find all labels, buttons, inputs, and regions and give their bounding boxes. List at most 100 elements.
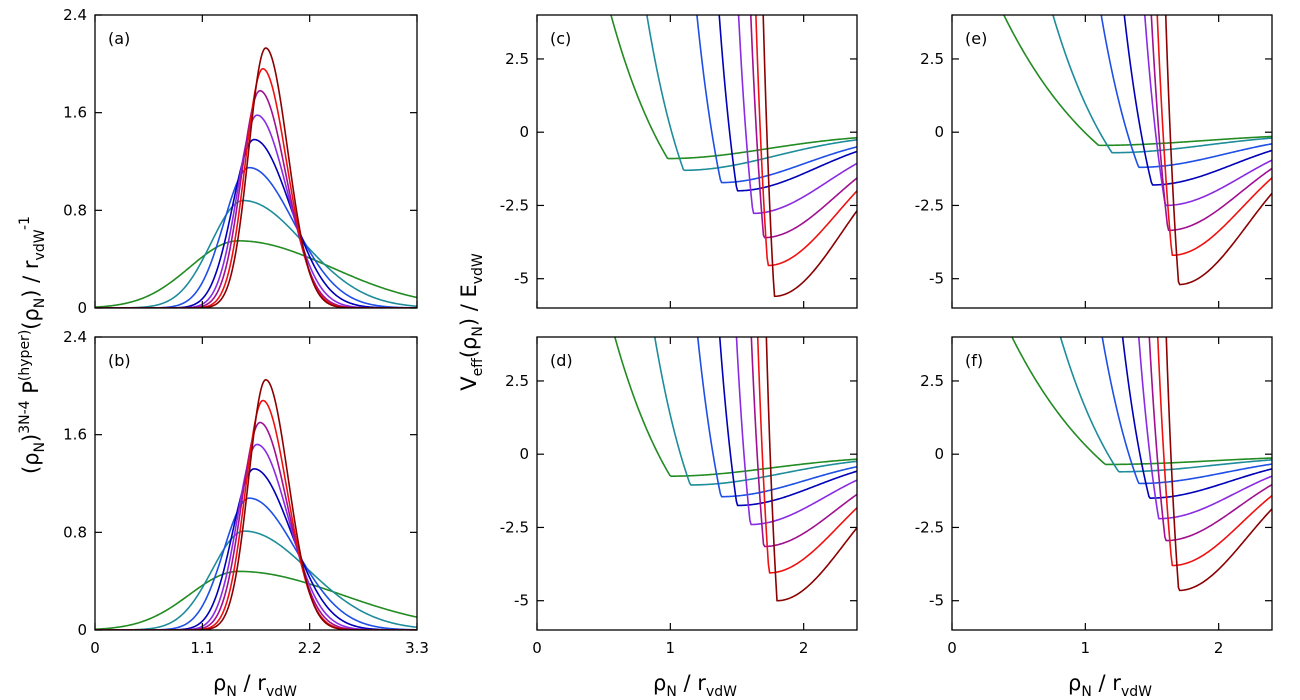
y-tick-label: -5 <box>929 270 944 288</box>
x-tick-label: 1 <box>1081 639 1091 657</box>
series-line <box>749 15 857 239</box>
panel-e: 2.5 0 -2.5 -5 (e) <box>915 14 1273 309</box>
y-tick-label: 2.5 <box>505 50 529 68</box>
series-line <box>95 67 417 308</box>
series-line <box>718 15 857 192</box>
panel-label: (f) <box>965 351 983 370</box>
series-line <box>95 570 417 630</box>
series-line <box>1059 337 1272 473</box>
series-line <box>755 15 857 267</box>
series-line <box>718 337 857 507</box>
panel-label: (b) <box>108 351 131 370</box>
plot-frame <box>536 14 858 309</box>
series-line <box>1121 337 1272 499</box>
y-tick-label: -5 <box>514 592 529 610</box>
y-tick-label: 0 <box>77 621 87 639</box>
y-tick-label: 0.8 <box>63 523 87 541</box>
panel-label: (c) <box>550 29 571 48</box>
series-line <box>653 337 857 486</box>
series-line <box>646 15 857 172</box>
y-tick-label: 0 <box>934 123 944 141</box>
series-line <box>95 89 417 308</box>
series-line <box>1164 15 1272 286</box>
y-tick-label: -2.5 <box>915 196 944 214</box>
series-line <box>737 15 857 215</box>
x-tick-label: 1.1 <box>190 639 214 657</box>
y-tick-label: 2.4 <box>63 6 87 24</box>
series-line <box>95 47 417 308</box>
y-tick-label: -5 <box>929 592 944 610</box>
series-line <box>1165 337 1272 592</box>
series-line <box>750 337 857 548</box>
plot-frame <box>951 14 1273 309</box>
right-y-axis-label: Veff(ρN) / EvdW <box>457 253 486 391</box>
panel-c: 2.5 0 -2.5 -5 (c) <box>500 14 858 309</box>
plot-frame <box>94 336 418 631</box>
y-tick-label: -2.5 <box>500 518 529 536</box>
series-line <box>696 15 857 184</box>
series-line <box>95 199 417 308</box>
panel-label: (d) <box>550 351 573 370</box>
panel-d: 2.5 0 -2.5 -5 0 1 2 (d) <box>500 336 858 657</box>
panel-f: 2.5 0 -2.5 -5 0 1 2 (f) <box>915 336 1273 657</box>
y-tick-label: 0 <box>519 445 529 463</box>
panel-b: 0 0.8 1.6 2.4 0 1.1 2.2 3.3 (b) <box>63 328 429 657</box>
x-tick-label: 2.2 <box>298 639 322 657</box>
plot-frame <box>94 14 418 309</box>
y-tick-label: 2.5 <box>920 372 944 390</box>
left-y-axis-label: (ρN)3N-4 P(hyper)(ρN) / rvdW-1 <box>17 216 48 474</box>
series-line <box>95 166 417 308</box>
series-line <box>1150 15 1272 232</box>
series-line <box>1100 15 1272 169</box>
series-line <box>1101 337 1272 485</box>
series-line <box>765 337 857 602</box>
series-line <box>610 15 857 160</box>
series-line <box>1143 15 1272 207</box>
series-line <box>762 15 857 298</box>
series-line <box>95 114 417 308</box>
y-tick-label: 2.5 <box>920 50 944 68</box>
x-tick-label: 2 <box>1214 639 1224 657</box>
y-tick-label: 0 <box>519 123 529 141</box>
y-tick-label: 2.4 <box>63 328 87 346</box>
panel-a: 0 0.8 1.6 2.4 (a) <box>63 6 418 317</box>
series-line <box>95 443 417 630</box>
series-line <box>95 530 417 630</box>
series-line <box>735 337 857 526</box>
series-line <box>1123 15 1272 186</box>
x-tick-label: 2 <box>799 639 809 657</box>
series-line <box>95 138 417 308</box>
panel-label: (a) <box>108 29 130 48</box>
left-x-axis-label: ρN / rvdW <box>213 671 297 700</box>
panel-label: (e) <box>965 29 987 48</box>
x-tick-label: 0 <box>532 639 542 657</box>
y-tick-label: 1.6 <box>63 426 87 444</box>
x-tick-label: 1 <box>666 639 676 657</box>
series-line <box>95 378 417 630</box>
series-line <box>1052 15 1272 154</box>
x-tick-label: 0 <box>90 639 100 657</box>
series-line <box>95 240 417 308</box>
y-tick-label: 0 <box>77 299 87 317</box>
series-line <box>756 337 857 574</box>
series-line <box>95 468 417 630</box>
series-line <box>1011 337 1272 466</box>
series-line <box>1137 337 1272 520</box>
series-line <box>95 421 417 630</box>
series-line <box>1002 15 1272 147</box>
y-tick-label: 0.8 <box>63 201 87 219</box>
y-tick-label: 2.5 <box>505 372 529 390</box>
plot-frame <box>951 336 1273 631</box>
x-tick-label: 0 <box>947 639 957 657</box>
series-line <box>95 399 417 630</box>
middle-x-axis-label: ρN / rvdW <box>653 671 737 700</box>
series-line <box>1156 15 1272 257</box>
y-tick-label: 0 <box>934 445 944 463</box>
y-tick-label: -5 <box>514 270 529 288</box>
y-tick-label: -2.5 <box>915 518 944 536</box>
series-line <box>614 337 857 477</box>
series-line <box>95 497 417 630</box>
series-line <box>1148 337 1272 542</box>
series-line <box>1156 337 1272 567</box>
